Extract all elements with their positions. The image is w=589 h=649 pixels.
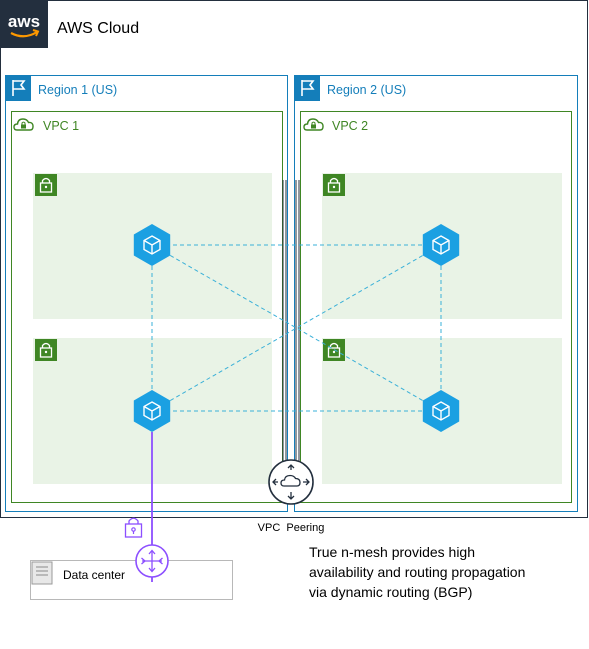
region-1-label: Region 1 (US) [38,83,117,97]
note-text: True n-mesh provides high availability a… [309,544,529,600]
private-subnet-lock-icon [35,174,57,196]
region-1-group [5,75,288,512]
region-2-label: Region 2 (US) [327,83,406,97]
aws-cloud-logo: aws [0,0,48,48]
datacenter-group [30,560,233,600]
region-2-group [294,75,578,512]
hexagon-cube-icon[interactable] [422,390,460,432]
hexagon-cube-icon[interactable] [133,224,171,266]
vpc-cloud-lock-icon [13,118,34,131]
virtual-private-gateway-icon[interactable] [135,544,169,578]
private-subnet-lock-icon [323,174,345,196]
region-flag-icon [294,75,320,101]
mesh-connections [151,244,442,412]
vpn-lock-icon [124,517,143,538]
aws-logo-text: aws [8,12,40,31]
hexagon-cube-icon[interactable] [133,390,171,432]
server-icon [31,561,53,585]
datacenter-label: Data center [63,568,125,582]
vpc-cloud-lock-icon [303,118,324,131]
note-line-1: True n-mesh provides high [309,544,475,560]
peering-label: VPC Peering [258,522,325,534]
aws-cloud-group [0,0,588,518]
vpc-2-group [300,111,572,503]
vpc-2-label: VPC 2 [332,119,368,133]
aws-cloud-title: AWS Cloud [57,20,139,37]
note-line-2: availability and routing propagation [309,564,525,580]
peering-router-icon[interactable] [268,459,314,505]
peering-connection-lines [282,180,300,470]
region-flag-icon [5,75,31,101]
note-line-3: via dynamic routing (BGP) [309,584,472,600]
hexagon-cube-icon[interactable] [422,224,460,266]
private-subnet-lock-icon [35,339,57,361]
vpc-1-label: VPC 1 [43,119,79,133]
